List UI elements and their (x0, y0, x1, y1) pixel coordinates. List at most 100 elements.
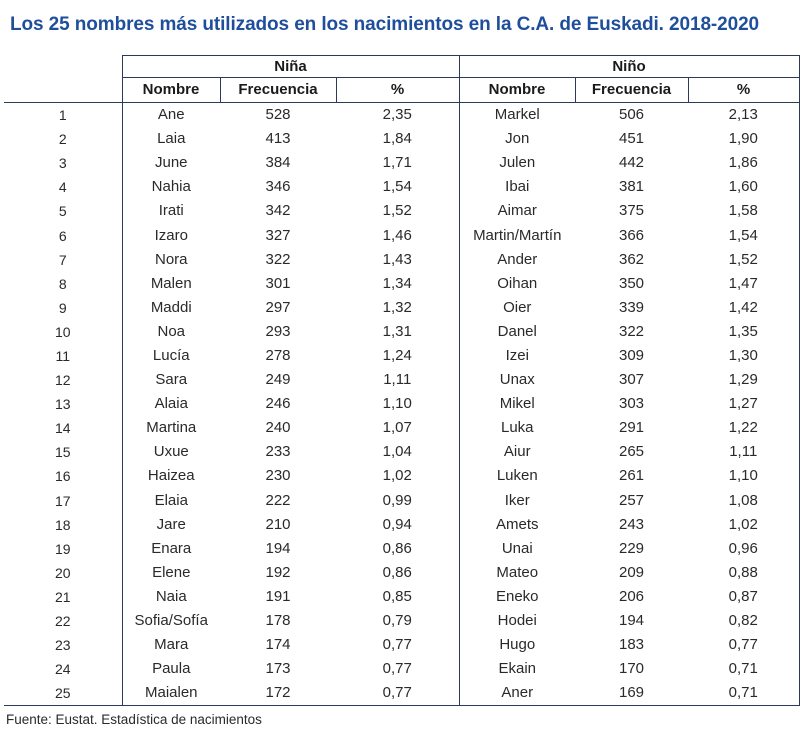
boy-name-cell: Hugo (499, 636, 536, 654)
boy-name-cell: Julen (499, 154, 536, 172)
boy-percent-cell: 1,90 (688, 127, 800, 152)
girl-name-cell: Ane (121, 102, 220, 128)
girl-name-cell: Nora (121, 247, 220, 272)
boy-frequency-cell: 322 (618, 322, 645, 340)
column-header-row: Nombre Frecuencia % Nombre Frecuencia % (4, 77, 800, 103)
girl-name-cell: Mara (121, 633, 220, 658)
boy-name-cell: Aimar (497, 202, 537, 220)
girl-name-cell: Elene (121, 560, 220, 585)
table-row: 1 Ane 528 2,35 Markel 506 2,13 (4, 102, 800, 128)
girl-percent-cell: 0,85 (336, 584, 460, 609)
boy-frequency-cell: 169 (575, 681, 688, 707)
rank-header (4, 77, 122, 103)
girl-frequency-cell: 230 (265, 467, 291, 485)
table-body: 1 Ane 528 2,35 Markel 506 2,13 2 Laia 413 1,84 Jon 4… (4, 102, 800, 707)
boy-percent-cell: 2,13 (688, 102, 800, 128)
boy-name-cell: Luken (496, 467, 538, 485)
boy-percent-cell: 0,96 (688, 536, 800, 561)
empty-header-cell (4, 56, 122, 78)
boy-frequency-cell: 265 (618, 443, 645, 461)
rank-cell: 24 (54, 661, 71, 678)
boy-percent-cell: 1,11 (688, 440, 800, 465)
boy-frequency-cell: 229 (618, 539, 645, 557)
girl-percent-cell: 0,86 (336, 536, 460, 561)
girl-name-cell: Maddi (121, 295, 220, 320)
girl-name-cell: Haizea (121, 464, 220, 489)
boy-frequency-cell: 309 (618, 346, 645, 364)
girl-percent-cell: 0,94 (336, 512, 460, 537)
girl-percent-cell: 1,71 (336, 151, 460, 176)
rank-cell: 10 (54, 323, 71, 340)
boy-percent-cell: 0,88 (688, 560, 800, 585)
boy-frequency-cell: 451 (618, 130, 645, 148)
rank-cell: 4 (58, 179, 67, 196)
boy-frequency-cell: 350 (618, 274, 645, 292)
boy-name-cell: Martin/Martín (473, 226, 562, 244)
boy-name-cell: Mateo (496, 563, 539, 581)
girl-percent-cell: 1,31 (336, 319, 460, 344)
boy-frequency-cell: 303 (618, 395, 645, 413)
boy-percent-cell: 1,54 (688, 223, 800, 248)
girl-frequency-cell: 172 (220, 681, 336, 707)
boy-name-cell: Jon (505, 130, 530, 148)
boy-percent-cell: 1,42 (688, 295, 800, 320)
girl-frequency-cell: 246 (265, 395, 291, 413)
source-note: Fuente: Eustat. Estadística de nacimient… (6, 712, 262, 727)
boy-name-cell: Amets (495, 515, 539, 533)
girl-percent-cell: 0,77 (336, 681, 460, 707)
table-row: 22 Sofia/Sofía 178 0,79 Hodei 194 0,82 (4, 608, 800, 634)
boy-percent-cell: 0,71 (688, 681, 800, 707)
boy-name-cell: Hodei (497, 612, 537, 630)
girl-name-cell: Maialen (121, 681, 220, 707)
girl-percent-cell: 0,77 (336, 633, 460, 658)
boy-frequency-cell: 381 (618, 178, 645, 196)
girl-percent-cell: 1,43 (336, 247, 460, 272)
girl-group-header: Niña (121, 55, 460, 78)
boy-frequency-cell: 206 (618, 587, 645, 605)
girl-frequency-cell: 249 (265, 371, 291, 389)
rank-cell: 16 (54, 468, 71, 485)
girl-percent-cell: 1,07 (336, 416, 460, 441)
boy-frequency-cell: 194 (618, 612, 645, 630)
boy-name-header: Nombre (459, 77, 576, 103)
girl-frequency-cell: 322 (265, 250, 291, 268)
boy-frequency-cell: 339 (618, 298, 645, 316)
boy-frequency-cell: 307 (618, 371, 645, 389)
rank-cell: 17 (54, 492, 71, 509)
boy-percent-cell: 1,86 (688, 151, 800, 176)
boy-name-cell: Mikel (499, 395, 535, 413)
boy-percent-cell: 1,10 (688, 464, 800, 489)
boy-percent-header: % (688, 77, 800, 103)
table-row: 13 Alaia 246 1,10 Mikel 303 1,27 (4, 392, 800, 417)
rank-cell: 6 (58, 227, 67, 244)
girl-name-cell: Irati (121, 199, 220, 224)
rank-cell: 8 (58, 275, 67, 292)
girl-percent-cell: 1,84 (336, 127, 460, 152)
girl-frequency-cell: 191 (265, 587, 291, 605)
girl-frequency-cell: 528 (265, 106, 291, 124)
girl-name-cell: Sofia/Sofía (121, 608, 220, 634)
table-row: 25 Maialen 172 0,77 Aner 169 0,71 (4, 681, 800, 707)
boy-percent-cell: 0,77 (688, 633, 800, 658)
rank-cell: 21 (54, 588, 71, 605)
table-row: 24 Paula 173 0,77 Ekain 170 0,71 (4, 657, 800, 682)
girl-name-cell: June (121, 151, 220, 176)
boy-percent-cell: 1,47 (688, 271, 800, 296)
boy-percent-cell: 1,29 (688, 368, 800, 393)
girl-name-cell: Laia (121, 127, 220, 152)
girl-percent-cell: 1,02 (336, 464, 460, 489)
girl-frequency-cell: 240 (265, 419, 291, 437)
table-row: 17 Elaia 222 0,99 Iker 257 1,08 (4, 488, 800, 513)
girl-name-cell: Jare (121, 512, 220, 537)
table-row: 2 Laia 413 1,84 Jon 451 1,90 (4, 127, 800, 152)
table-row: 12 Sara 249 1,11 Unax 307 1,29 (4, 368, 800, 393)
table-row: 7 Nora 322 1,43 Ander 362 1,52 (4, 247, 800, 272)
girl-frequency-cell: 192 (265, 563, 291, 581)
rank-cell: 11 (55, 347, 71, 364)
table-row: 14 Martina 240 1,07 Luka 291 1,22 (4, 416, 800, 441)
table-row: 20 Elene 192 0,86 Mateo 209 0,88 (4, 560, 800, 585)
girl-name-cell: Alaia (121, 392, 220, 417)
table-row: 11 Lucía 278 1,24 Izei 309 1,30 (4, 343, 800, 369)
boy-frequency-header: Frecuencia (575, 77, 689, 103)
boy-group-header: Niño (458, 55, 800, 78)
